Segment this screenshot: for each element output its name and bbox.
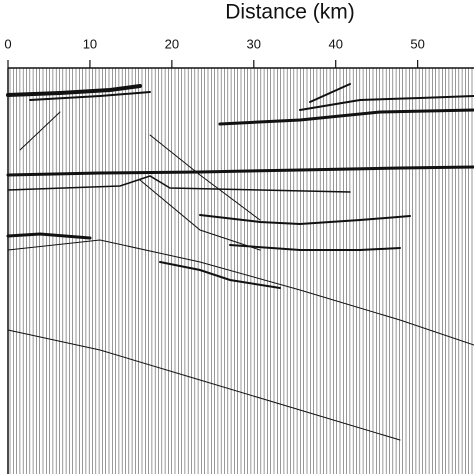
x-tick-label: 40 <box>328 36 342 51</box>
seismic-traces <box>9 68 473 474</box>
x-axis-title: Distance (km) <box>225 1 355 24</box>
reflector <box>19 111 261 251</box>
x-tick-label: 50 <box>410 36 424 51</box>
reflector-events <box>6 83 474 441</box>
x-tick-label: 10 <box>83 36 97 51</box>
reflector <box>6 84 142 97</box>
x-tick-label: 30 <box>247 36 261 51</box>
reflector <box>6 232 92 240</box>
reflector <box>7 329 401 441</box>
reflector <box>6 165 474 177</box>
reflector <box>299 83 474 111</box>
x-tick-label: 20 <box>165 36 179 51</box>
reflector <box>7 239 474 346</box>
reflector <box>229 244 401 251</box>
reflector <box>218 108 474 126</box>
reflector <box>159 261 281 289</box>
x-tick-label: 0 <box>4 36 11 51</box>
reflector <box>7 175 351 193</box>
reflector <box>29 91 151 101</box>
reflector <box>199 214 411 226</box>
